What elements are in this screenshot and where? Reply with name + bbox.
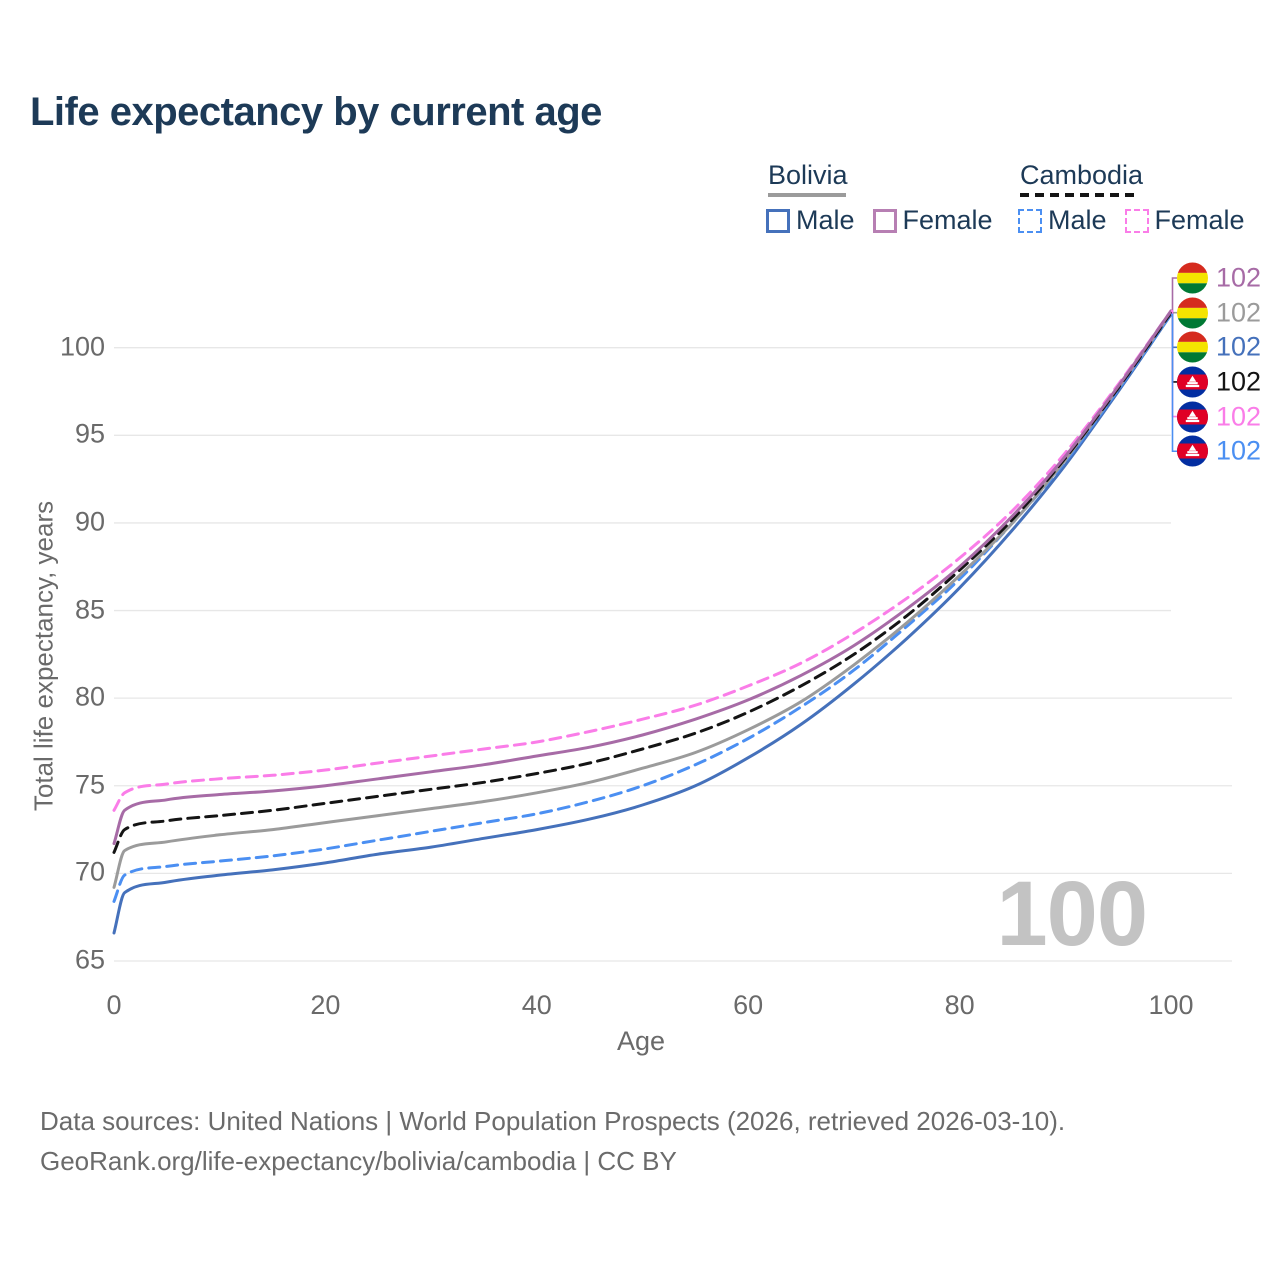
footer-attribution: GeoRank.org/life-expectancy/bolivia/camb… — [40, 1146, 677, 1176]
legend-underline-bolivia — [768, 193, 846, 197]
end-label-value: 102 — [1216, 297, 1262, 328]
legend-item-bolivia-male[interactable]: Male — [766, 205, 855, 236]
legend-underline-cambodia — [1020, 193, 1134, 197]
series-line-bolivia[interactable] — [112, 311, 1173, 889]
leader-line-cambodia-male — [1171, 313, 1177, 453]
end-label-value: 102 — [1216, 331, 1262, 362]
x-tick-80: 80 — [944, 990, 975, 1020]
end-label-cambodia-male[interactable]: 102 — [1177, 435, 1262, 467]
y-tick-70: 70 — [74, 856, 105, 887]
end-label-cambodia[interactable]: 102 — [1177, 366, 1262, 398]
y-axis-title: Total life expectancy, years — [28, 500, 59, 812]
legend-items-cambodia: Male Female — [1018, 205, 1263, 236]
series-line-cambodia-male[interactable] — [112, 312, 1173, 903]
end-label-value: 102 — [1216, 435, 1262, 466]
series-line-cambodia[interactable] — [112, 311, 1173, 854]
age-counter-watermark: 100 — [996, 863, 1148, 965]
footer-data-sources: Data sources: United Nations | World Pop… — [40, 1106, 1066, 1136]
end-label-value: 102 — [1216, 401, 1262, 432]
x-tick-40: 40 — [521, 990, 552, 1020]
x-axis-title: Age — [616, 1026, 666, 1056]
x-tick-60: 60 — [733, 990, 764, 1020]
series-line-bolivia-male[interactable] — [112, 312, 1173, 935]
cambodia-flag-icon — [1177, 435, 1208, 467]
legend-swatch-cambodia-male — [1018, 208, 1042, 233]
y-tick-65: 65 — [74, 944, 105, 975]
legend-swatch-bolivia-female — [872, 208, 897, 233]
y-tick-85: 85 — [74, 593, 105, 624]
y-tick-95: 95 — [74, 418, 105, 449]
legend-swatch-bolivia-male — [766, 208, 790, 233]
legend-item-bolivia-female[interactable]: Female — [872, 205, 993, 236]
end-label-bolivia-female[interactable]: 102 — [1177, 262, 1262, 294]
y-tick-80: 80 — [74, 681, 105, 712]
bolivia-flag-icon — [1177, 262, 1208, 294]
x-tick-100: 100 — [1148, 990, 1194, 1020]
cambodia-flag-icon — [1177, 401, 1208, 433]
end-label-value: 102 — [1216, 366, 1262, 397]
legend-item-cambodia-male[interactable]: Male — [1018, 205, 1107, 236]
legend-item-cambodia-female[interactable]: Female — [1124, 205, 1245, 236]
y-tick-75: 75 — [74, 769, 105, 800]
end-label-value: 102 — [1216, 262, 1262, 293]
y-tick-90: 90 — [74, 506, 105, 537]
cambodia-flag-icon — [1177, 366, 1208, 398]
end-label-cambodia-female[interactable]: 102 — [1177, 401, 1262, 433]
bolivia-flag-icon — [1177, 297, 1208, 329]
legend-items-bolivia: Male Female — [766, 205, 1011, 236]
legend-group-cambodia[interactable]: Cambodia — [1020, 160, 1144, 190]
legend-label-cambodia-male: Male — [1048, 205, 1107, 235]
legend-swatch-cambodia-female — [1124, 208, 1149, 233]
series-line-cambodia-female[interactable] — [112, 309, 1173, 812]
legend-label-bolivia-female: Female — [902, 205, 993, 235]
end-label-bolivia[interactable]: 102 — [1177, 297, 1262, 329]
series-line-bolivia-female[interactable] — [112, 309, 1173, 846]
bolivia-flag-icon — [1177, 331, 1208, 363]
legend-label-bolivia-male: Male — [796, 205, 855, 235]
end-label-bolivia-male[interactable]: 102 — [1177, 331, 1262, 363]
legend-group-bolivia[interactable]: Bolivia — [768, 160, 848, 190]
y-tick-100: 100 — [59, 330, 105, 361]
legend-label-cambodia-female: Female — [1154, 205, 1245, 235]
x-tick-20: 20 — [310, 990, 341, 1020]
page-title: Life expectancy by current age — [30, 90, 602, 134]
x-tick-0: 0 — [106, 990, 122, 1020]
